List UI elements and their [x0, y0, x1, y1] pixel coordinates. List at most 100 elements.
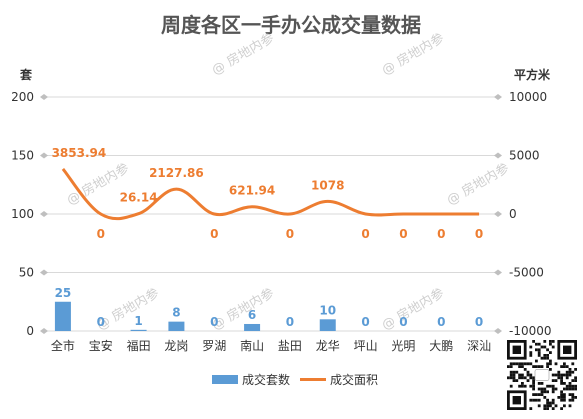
qr-module [563, 393, 566, 396]
qr-module [521, 373, 524, 377]
bar-value-label: 0 [437, 315, 445, 329]
qr-module [532, 365, 535, 368]
right-tick-marker [494, 152, 502, 159]
qr-module [540, 345, 544, 349]
qr-module [535, 348, 538, 352]
qr-module [560, 376, 563, 380]
qr-module [549, 362, 552, 366]
qr-module [532, 340, 535, 343]
right-tick-marker [494, 269, 502, 276]
qr-module [546, 404, 549, 408]
qr-module [568, 387, 572, 391]
qr-module [509, 373, 513, 377]
qr-module [551, 398, 555, 402]
category-label: 坪山 [354, 339, 378, 353]
qr-module [563, 365, 566, 368]
qr-module [509, 376, 513, 380]
qr-module [526, 370, 530, 374]
gridlines [44, 96, 498, 332]
qr-module [543, 387, 547, 391]
qr-module [568, 370, 572, 374]
right-tick-marker [494, 328, 502, 334]
qr-module [543, 390, 547, 394]
qr-module [507, 376, 510, 380]
qr-module [554, 404, 558, 408]
qr-module [512, 370, 516, 374]
qr-module [549, 340, 552, 343]
line-value-label: 0 [437, 227, 445, 241]
qr-module [551, 401, 555, 405]
bar [168, 321, 185, 331]
qr-module [515, 362, 519, 366]
qr-module [571, 396, 575, 399]
chart-title: 周度各区一手办公成交量数据 [161, 13, 421, 37]
qr-module [521, 384, 524, 388]
left-tick-label: 0 [26, 324, 34, 338]
qr-module [546, 354, 549, 357]
qr-module [563, 387, 566, 391]
qr-module [512, 376, 516, 380]
qr-module [540, 393, 544, 396]
category-label: 龙华 [316, 339, 340, 353]
qr-module [554, 387, 558, 391]
qr-module [557, 396, 561, 399]
qr-module [535, 393, 538, 396]
bar-value-label: 0 [210, 315, 218, 329]
qr-module [529, 398, 533, 402]
qr-module [521, 382, 524, 385]
qr-module [574, 376, 577, 380]
qr-module [549, 351, 552, 354]
category-label: 龙岗 [164, 339, 188, 353]
category-label: 福田 [127, 338, 151, 353]
qr-module [535, 359, 538, 363]
qr-module [523, 362, 527, 366]
qr-module [568, 368, 572, 371]
qr-module [549, 401, 552, 405]
qr-module [532, 384, 535, 388]
qr-module [537, 354, 541, 357]
qr-module [560, 398, 563, 402]
qr-module [529, 384, 533, 388]
left-tick-marker [40, 211, 48, 217]
qr-module [523, 384, 527, 388]
left-axis-unit: 套 [19, 67, 33, 82]
right-tick-marker [494, 211, 502, 217]
qr-module [557, 373, 561, 377]
qr-module [574, 368, 577, 371]
category-label: 盐田 [278, 339, 302, 353]
qr-module [512, 373, 516, 377]
line-value-label: 0 [97, 227, 105, 241]
qr-module [532, 376, 535, 380]
qr-module [532, 387, 535, 391]
qr-module [532, 382, 535, 385]
bar-value-label: 6 [248, 308, 256, 322]
qr-module [540, 356, 544, 360]
qr-module [571, 362, 575, 366]
right-tick-label: -5000 [509, 266, 544, 280]
bar-value-label: 8 [172, 306, 180, 320]
qr-module [574, 384, 577, 388]
qr-module [571, 393, 575, 396]
qr-module [509, 370, 513, 374]
qr-module [546, 390, 549, 394]
qr-module [563, 398, 566, 402]
qr-module [540, 390, 544, 394]
qr-module [571, 370, 575, 374]
qr-module [563, 362, 566, 366]
bar-value-label: 0 [399, 315, 407, 329]
qr-module [563, 404, 566, 408]
qr-module [560, 407, 563, 410]
qr-module [571, 387, 575, 391]
qr-module [532, 379, 535, 382]
qr-module [568, 384, 572, 388]
line-value-label: 0 [361, 227, 369, 241]
left-tick-marker [40, 328, 48, 334]
qr-module [529, 345, 533, 349]
qr-module [560, 393, 563, 396]
qr-module [568, 393, 572, 396]
qr-module [507, 365, 510, 368]
left-tick-label: 100 [11, 207, 34, 221]
qr-module [535, 398, 538, 402]
bar-value-label: 0 [475, 315, 483, 329]
